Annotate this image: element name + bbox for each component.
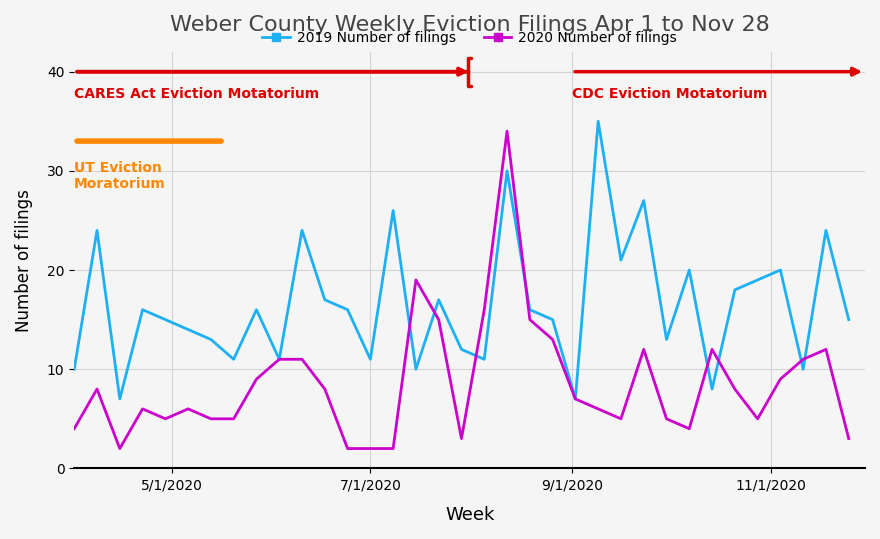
Title: Weber County Weekly Eviction Filings Apr 1 to Nov 28: Weber County Weekly Eviction Filings Apr… (170, 15, 769, 35)
Y-axis label: Number of filings: Number of filings (15, 189, 33, 331)
Legend: 2019 Number of filings, 2020 Number of filings: 2019 Number of filings, 2020 Number of f… (257, 25, 683, 51)
X-axis label: Week: Week (445, 506, 495, 524)
Text: CDC Eviction Motatorium: CDC Eviction Motatorium (572, 87, 767, 101)
Text: CARES Act Eviction Motatorium: CARES Act Eviction Motatorium (74, 87, 319, 101)
Text: UT Eviction
Moratorium: UT Eviction Moratorium (74, 161, 166, 191)
